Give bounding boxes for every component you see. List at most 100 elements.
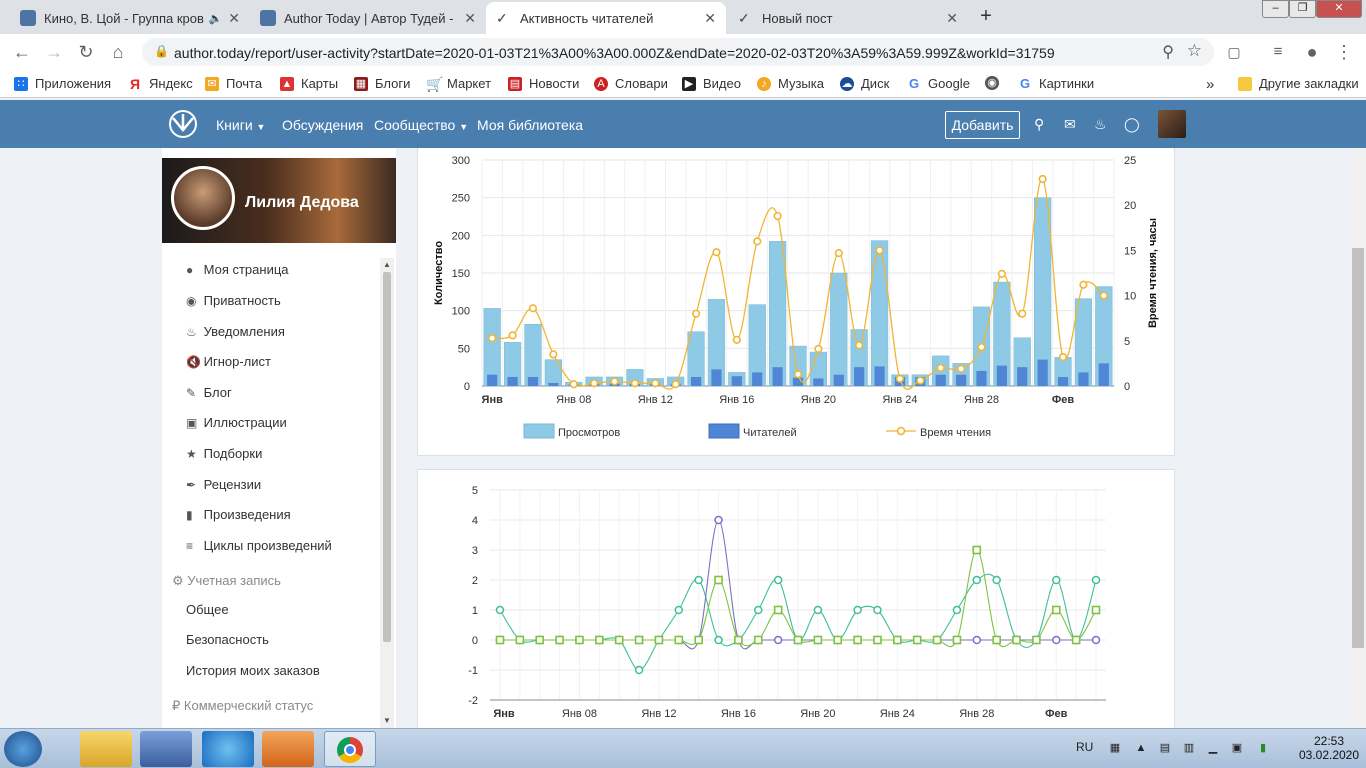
ie-taskbar-icon[interactable]: [202, 731, 254, 767]
sidebar-section-account[interactable]: ⚙ Учетная запись: [172, 573, 281, 589]
bookmark-maps[interactable]: ▲ Карты: [280, 76, 338, 91]
bookmark-video[interactable]: ▶ Видео: [682, 76, 741, 91]
sidebar-item-general[interactable]: Общее: [186, 602, 229, 617]
sidebar-item-collections[interactable]: ★ Подборки: [186, 446, 262, 461]
back-button[interactable]: ←: [13, 42, 31, 62]
tab-new-post[interactable]: ✓ Новый пост ✕: [728, 2, 968, 34]
bookmark-apps[interactable]: ∷ Приложения: [14, 76, 111, 91]
sidebar-item-series[interactable]: ≡ Циклы произведений: [186, 538, 332, 553]
tray-icon[interactable]: ▦: [1109, 742, 1121, 754]
sidebar-item-blog[interactable]: ✎ Блог: [186, 385, 232, 400]
bookmark-mail[interactable]: ✉ Почта: [205, 76, 262, 91]
close-icon[interactable]: ✕: [228, 9, 240, 26]
nav-books[interactable]: Книги ▼: [216, 117, 265, 133]
chrome-taskbar-icon[interactable]: [324, 731, 376, 767]
clock[interactable]: 22:53 03.02.2020: [1296, 734, 1362, 762]
menu-icon[interactable]: ⋮: [1335, 42, 1353, 62]
media-player-taskbar-icon[interactable]: [262, 731, 314, 767]
explorer-taskbar-icon[interactable]: [80, 731, 132, 767]
sidebar-item-ignore-list[interactable]: 🔇 Игнор-лист: [186, 354, 271, 369]
sidebar-item-reviews[interactable]: ✒ Рецензии: [186, 477, 261, 492]
bookmark-google[interactable]: G Google: [907, 76, 970, 91]
sidebar-section-commercial[interactable]: ₽ Коммерческий статус: [172, 698, 313, 714]
blogs-icon: ▦: [354, 76, 368, 91]
minimize-button[interactable]: –: [1262, 0, 1289, 18]
bookmark-market[interactable]: 🛒 Маркет: [426, 76, 491, 91]
network-icon[interactable]: ▣: [1231, 742, 1243, 754]
profile-icon[interactable]: ●: [1306, 42, 1318, 62]
sidebar-item-works[interactable]: ▮ Произведения: [186, 507, 291, 522]
nav-discussions[interactable]: Обсуждения: [282, 117, 364, 133]
bookmark-images[interactable]: G Картинки: [1018, 76, 1094, 91]
page-scrollbar-thumb[interactable]: [1352, 248, 1364, 648]
sidebar-scrollbar[interactable]: ▲ ▼: [380, 258, 394, 728]
yandex-icon: Я: [129, 75, 141, 92]
sidebar-item-my-page[interactable]: ● Моя страница: [186, 262, 289, 277]
site-logo-icon[interactable]: [166, 108, 200, 140]
page-scrollbar[interactable]: [1350, 148, 1366, 728]
maximize-button[interactable]: ❐: [1289, 0, 1316, 18]
tray-icon[interactable]: ▥: [1183, 742, 1195, 754]
home-button[interactable]: ⌂: [112, 42, 124, 62]
x-tick-label: Янв: [482, 394, 504, 406]
other-bookmarks[interactable]: Другие закладки: [1238, 76, 1359, 91]
user-avatar[interactable]: [1158, 110, 1186, 138]
reload-button[interactable]: ↻: [78, 42, 94, 62]
profile-name[interactable]: Лилия Дедова: [245, 194, 359, 211]
close-icon[interactable]: ✕: [946, 9, 958, 26]
scroll-down-icon[interactable]: ▼: [383, 716, 391, 725]
tab-kino[interactable]: Кино, В. Цой - Группа кров 🔈 ✕: [10, 2, 250, 34]
readers-bar: [487, 374, 498, 386]
address-bar[interactable]: 🔒 author.today/report/user-activity?star…: [142, 38, 1214, 66]
bookmark-dictionaries[interactable]: A Словари: [594, 76, 668, 91]
reading-time-point: [936, 363, 945, 373]
bookmark-disk[interactable]: ☁ Диск: [840, 76, 889, 91]
tray-icon[interactable]: ▲: [1135, 742, 1147, 754]
nav-community[interactable]: Сообщество ▼: [374, 117, 468, 133]
mail-icon[interactable]: ✉: [1064, 116, 1076, 132]
speaker-icon[interactable]: 🔈: [208, 12, 223, 25]
bookmark-globe[interactable]: ◉: [985, 76, 1006, 90]
window-close-button[interactable]: ✕: [1316, 0, 1362, 18]
sidebar-item-order-history[interactable]: История моих заказов: [186, 663, 320, 678]
readers-bar: [833, 374, 844, 386]
close-icon[interactable]: ✕: [704, 9, 716, 26]
start-button[interactable]: [4, 731, 42, 767]
tab-reader-activity[interactable]: ✓ Активность читателей ✕: [486, 2, 726, 34]
bell-icon[interactable]: ♨: [1094, 116, 1107, 132]
sidebar-item-notifications[interactable]: ♨ Уведомления: [186, 324, 285, 339]
sidebar-item-security[interactable]: Безопасность: [186, 632, 269, 647]
bookmark-news[interactable]: ▤ Новости: [508, 76, 579, 91]
bookmark-music[interactable]: ♪ Музыка: [757, 76, 824, 91]
paint-taskbar-icon[interactable]: [140, 731, 192, 767]
search-icon[interactable]: ⚲: [1034, 116, 1045, 132]
sidebar-item-illustrations[interactable]: ▣ Иллюстрации: [186, 415, 287, 430]
sidebar-item-privacy[interactable]: ◉ Приватность: [186, 293, 281, 308]
sidebar-scrollbar-thumb[interactable]: [383, 272, 391, 642]
url-text[interactable]: author.today/report/user-activity?startD…: [174, 45, 1055, 61]
bookmark-blogs[interactable]: ▦ Блоги: [354, 76, 410, 91]
new-tab-button[interactable]: +: [980, 5, 992, 27]
y-tick-label: 250: [452, 193, 470, 205]
nav-my-library[interactable]: Моя библиотека: [477, 117, 584, 133]
tab-author-today[interactable]: Author Today | Автор Тудей - Кн ✕: [250, 2, 486, 34]
series-point-0: [674, 605, 684, 615]
bookmark-yandex[interactable]: Я Яндекс: [128, 76, 193, 91]
chat-icon[interactable]: ◯: [1124, 116, 1140, 132]
signal-icon[interactable]: ▁: [1208, 742, 1218, 754]
profile-avatar[interactable]: [171, 166, 235, 230]
extension-icon[interactable]: ▢: [1227, 44, 1241, 60]
add-button[interactable]: Добавить: [945, 111, 1020, 139]
close-icon[interactable]: ✕: [464, 9, 476, 26]
media-icon[interactable]: ≡: [1273, 43, 1283, 60]
scroll-up-icon[interactable]: ▲: [383, 260, 391, 269]
x-tick-label: Янв 08: [556, 394, 591, 406]
more-bookmarks-icon[interactable]: »: [1206, 76, 1215, 93]
series-point-0: [495, 605, 505, 615]
forward-button[interactable]: →: [45, 42, 63, 62]
star-icon[interactable]: ☆: [1186, 41, 1202, 60]
zoom-icon[interactable]: ⚲: [1162, 44, 1174, 61]
language-indicator[interactable]: RU: [1076, 740, 1094, 754]
tray-icon[interactable]: ▤: [1159, 742, 1171, 754]
battery-icon[interactable]: ▮: [1259, 742, 1267, 754]
